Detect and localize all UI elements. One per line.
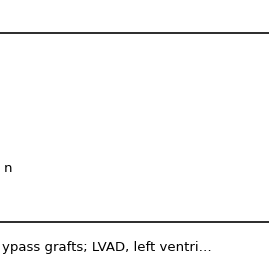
Text: ypass grafts; LVAD, left ventri…: ypass grafts; LVAD, left ventri…: [2, 242, 212, 254]
Text: n: n: [4, 161, 12, 175]
